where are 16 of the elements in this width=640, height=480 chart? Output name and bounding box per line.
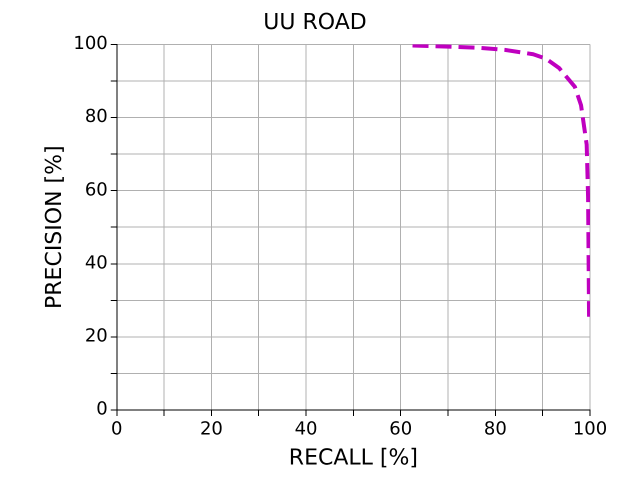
y-axis-title: PRECISION [%] — [42, 145, 67, 309]
x-tick-label: 100 — [572, 418, 608, 440]
line-series — [410, 44, 590, 319]
y-tick-label: 40 — [84, 252, 108, 274]
y-tick-label: 60 — [84, 179, 108, 200]
x-tick-label: 20 — [200, 418, 223, 440]
y-tick-label: 20 — [84, 326, 108, 347]
x-axis-title: RECALL [%] — [288, 446, 418, 471]
x-tick-label: 40 — [294, 418, 318, 440]
y-tick-label: 80 — [84, 106, 108, 128]
chart-title: UU ROAD — [263, 10, 367, 35]
x-tick-label: 0 — [111, 418, 122, 440]
x-tick-label: 60 — [389, 418, 412, 440]
y-tick-label: 100 — [73, 33, 108, 54]
x-tick-label: 80 — [484, 418, 507, 440]
y-tick-label: 0 — [96, 398, 108, 420]
